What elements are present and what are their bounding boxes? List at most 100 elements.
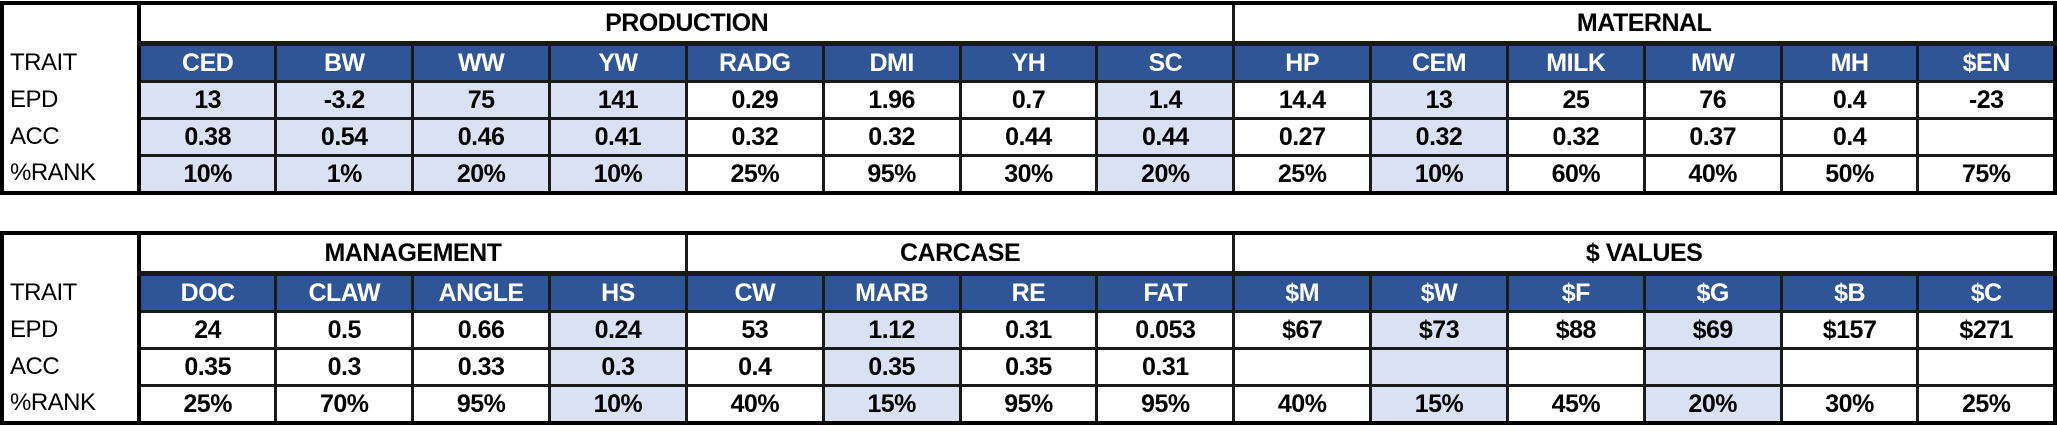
trait-header: YW bbox=[548, 42, 688, 83]
trait-header: WW bbox=[411, 42, 552, 83]
cell-rank: 1% bbox=[274, 154, 415, 195]
cell-epd: -23 bbox=[1916, 80, 2057, 120]
group-title-values: $ VALUES bbox=[1232, 231, 2057, 276]
cell-acc: 0.35 bbox=[821, 347, 962, 387]
cell-acc: 0.3 bbox=[548, 347, 688, 387]
cell-rank: 30% bbox=[1779, 384, 1920, 425]
cell-rank: 25% bbox=[1232, 154, 1373, 195]
row-label-rank: %RANK bbox=[0, 155, 141, 193]
cell-rank: 75% bbox=[1916, 154, 2057, 195]
cell-rank: 15% bbox=[821, 384, 962, 425]
cell-epd: 1.12 bbox=[821, 310, 962, 350]
cell-epd: 0.66 bbox=[411, 310, 552, 350]
cell-rank: 15% bbox=[1369, 384, 1509, 425]
row-label-acc: ACC bbox=[0, 348, 141, 386]
cell-epd: 0.7 bbox=[958, 80, 1099, 120]
cell-acc: 0.41 bbox=[548, 117, 688, 157]
trait-header: CEM bbox=[1369, 42, 1509, 83]
trait-header: MW bbox=[1642, 42, 1783, 83]
cell-acc bbox=[1779, 347, 1920, 387]
cell-rank: 25% bbox=[137, 384, 278, 425]
trait-header: RE bbox=[958, 272, 1099, 313]
cell-acc: 0.4 bbox=[1779, 117, 1920, 157]
cell-acc: 0.4 bbox=[684, 347, 825, 387]
table-row-rank: %RANK 25% 70% 95% 10% 40% 15% 95% 95% 40% 15% 45% 20… bbox=[0, 384, 2057, 425]
trait-header: SC bbox=[1095, 42, 1236, 83]
cell-epd: 53 bbox=[684, 310, 825, 350]
trait-header: DMI bbox=[821, 42, 962, 83]
cell-rank: 70% bbox=[274, 384, 415, 425]
cell-epd: 1.96 bbox=[821, 80, 962, 120]
row-label-trait: TRAIT bbox=[0, 273, 141, 312]
cell-acc bbox=[1505, 347, 1646, 387]
cell-epd: 24 bbox=[137, 310, 278, 350]
cell-rank: 20% bbox=[411, 154, 552, 195]
cell-acc bbox=[1642, 347, 1783, 387]
cell-epd: 0.24 bbox=[548, 310, 688, 350]
cell-acc bbox=[1369, 347, 1509, 387]
row-label-rank: %RANK bbox=[0, 385, 141, 423]
cell-rank: 95% bbox=[958, 384, 1099, 425]
cell-rank: 45% bbox=[1505, 384, 1646, 425]
epd-table-management-carcase-values: MANAGEMENT CARCASE $ VALUES TRAIT DOC CLAW ANG… bbox=[0, 231, 2057, 425]
trait-header: $G bbox=[1642, 272, 1783, 313]
cell-epd: 25 bbox=[1505, 80, 1646, 120]
group-title-carcase: CARCASE bbox=[684, 231, 1236, 276]
cell-epd: 76 bbox=[1642, 80, 1783, 120]
trait-header: $W bbox=[1369, 272, 1509, 313]
cell-epd: $157 bbox=[1779, 310, 1920, 350]
cell-epd: 0.053 bbox=[1095, 310, 1236, 350]
cell-rank: 40% bbox=[1232, 384, 1373, 425]
trait-header: $M bbox=[1232, 272, 1373, 313]
cell-epd: $73 bbox=[1369, 310, 1509, 350]
trait-header: CW bbox=[684, 272, 825, 313]
table-row-acc: ACC 0.38 0.54 0.46 0.41 0.32 0.32 0.44 0.44 0.27 0… bbox=[0, 117, 2057, 157]
cell-acc: 0.31 bbox=[1095, 347, 1236, 387]
trait-header: YH bbox=[958, 42, 1099, 83]
cell-acc: 0.38 bbox=[137, 117, 278, 157]
cell-epd: 0.31 bbox=[958, 310, 1099, 350]
cell-rank: 95% bbox=[411, 384, 552, 425]
cell-acc: 0.54 bbox=[274, 117, 415, 157]
trait-header: RADG bbox=[684, 42, 825, 83]
trait-header: HP bbox=[1232, 42, 1373, 83]
trait-header: $F bbox=[1505, 272, 1646, 313]
cell-rank: 25% bbox=[1916, 384, 2057, 425]
epd-table-production-maternal: PRODUCTION MATERNAL TRAIT CED BW WW YW RADG DMI Y… bbox=[0, 1, 2057, 195]
trait-header: CLAW bbox=[274, 272, 415, 313]
trait-header: MILK bbox=[1505, 42, 1646, 83]
cell-rank: 30% bbox=[958, 154, 1099, 195]
cell-acc: 0.27 bbox=[1232, 117, 1373, 157]
cell-rank: 60% bbox=[1505, 154, 1646, 195]
cell-rank: 50% bbox=[1779, 154, 1920, 195]
cell-acc bbox=[1916, 347, 2057, 387]
cell-epd: -3.2 bbox=[274, 80, 415, 120]
group-title-maternal: MATERNAL bbox=[1232, 1, 2057, 46]
group-header-row: MANAGEMENT CARCASE $ VALUES bbox=[0, 231, 2057, 276]
cell-acc: 0.32 bbox=[684, 117, 825, 157]
cell-epd: $88 bbox=[1505, 310, 1646, 350]
cell-epd: 0.5 bbox=[274, 310, 415, 350]
cell-epd: $69 bbox=[1642, 310, 1783, 350]
row-label-epd: EPD bbox=[0, 311, 141, 349]
trait-header: ANGLE bbox=[411, 272, 552, 313]
trait-header: MH bbox=[1779, 42, 1920, 83]
cell-epd: $67 bbox=[1232, 310, 1373, 350]
trait-header: FAT bbox=[1095, 272, 1236, 313]
cell-epd: 75 bbox=[411, 80, 552, 120]
trait-header: $EN bbox=[1916, 42, 2057, 83]
trait-header-row: TRAIT CED BW WW YW RADG DMI YH SC HP CEM MILK MW MH $E… bbox=[0, 42, 2057, 83]
cell-acc: 0.3 bbox=[274, 347, 415, 387]
trait-header: HS bbox=[548, 272, 688, 313]
cell-rank: 25% bbox=[684, 154, 825, 195]
cell-rank: 40% bbox=[684, 384, 825, 425]
row-label-trait: TRAIT bbox=[0, 43, 141, 82]
cell-acc bbox=[1232, 347, 1373, 387]
table-row-rank: %RANK 10% 1% 20% 10% 25% 95% 30% 20% 25% 10% 60% 40%… bbox=[0, 154, 2057, 195]
trait-header: MARB bbox=[821, 272, 962, 313]
trait-header: DOC bbox=[137, 272, 278, 313]
row-label-blank bbox=[0, 3, 141, 44]
cell-epd: 13 bbox=[1369, 80, 1509, 120]
cell-epd: 0.4 bbox=[1779, 80, 1920, 120]
cell-rank: 10% bbox=[548, 154, 688, 195]
